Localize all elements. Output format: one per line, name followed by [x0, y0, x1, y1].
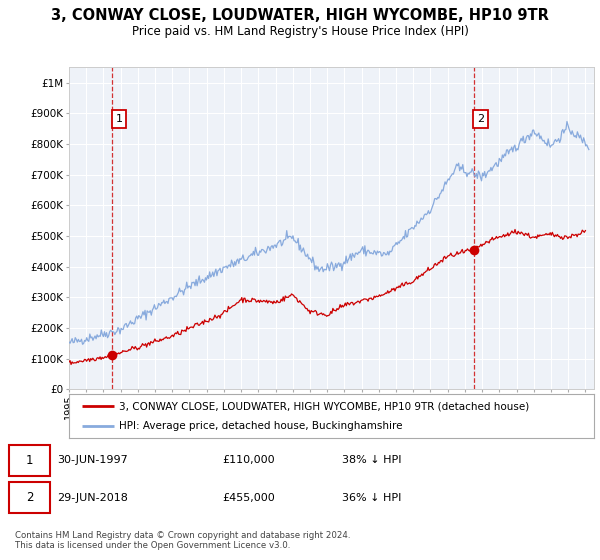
Text: HPI: Average price, detached house, Buckinghamshire: HPI: Average price, detached house, Buck…: [119, 421, 403, 431]
Text: 1: 1: [115, 114, 122, 124]
Text: 1: 1: [26, 454, 33, 467]
FancyBboxPatch shape: [9, 445, 50, 475]
Text: 29-JUN-2018: 29-JUN-2018: [57, 493, 128, 503]
Text: 30-JUN-1997: 30-JUN-1997: [57, 455, 128, 465]
Text: 3, CONWAY CLOSE, LOUDWATER, HIGH WYCOMBE, HP10 9TR (detached house): 3, CONWAY CLOSE, LOUDWATER, HIGH WYCOMBE…: [119, 401, 529, 411]
Text: 2: 2: [26, 491, 33, 504]
Text: 36% ↓ HPI: 36% ↓ HPI: [342, 493, 401, 503]
Text: 38% ↓ HPI: 38% ↓ HPI: [342, 455, 401, 465]
Text: 3, CONWAY CLOSE, LOUDWATER, HIGH WYCOMBE, HP10 9TR: 3, CONWAY CLOSE, LOUDWATER, HIGH WYCOMBE…: [51, 8, 549, 24]
FancyBboxPatch shape: [9, 482, 50, 513]
Text: Contains HM Land Registry data © Crown copyright and database right 2024.
This d: Contains HM Land Registry data © Crown c…: [15, 531, 350, 550]
Text: £455,000: £455,000: [222, 493, 275, 503]
Text: 2: 2: [477, 114, 484, 124]
Text: £110,000: £110,000: [222, 455, 275, 465]
Text: Price paid vs. HM Land Registry's House Price Index (HPI): Price paid vs. HM Land Registry's House …: [131, 25, 469, 38]
